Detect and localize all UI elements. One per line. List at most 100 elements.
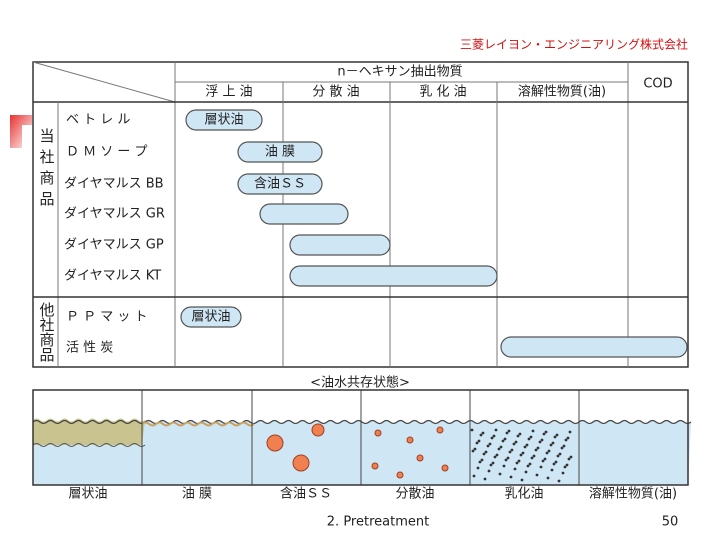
emulsion-dot <box>518 432 522 436</box>
emulsion-dot <box>561 471 565 475</box>
diagram <box>32 389 692 486</box>
row-label: Ｄ Ｍ ソ ー プ <box>66 145 148 160</box>
emulsion-dot <box>528 462 532 466</box>
emulsion-dot <box>567 457 571 461</box>
emulsion-dot <box>487 469 491 473</box>
panel-label: 乳化油 <box>504 487 543 502</box>
emulsion-dot <box>470 428 474 432</box>
emulsion-dot <box>477 439 481 443</box>
emulsion-dot <box>552 462 556 466</box>
emulsion-dot <box>553 435 557 439</box>
emulsion-dot <box>508 450 512 454</box>
panel-label: 含油ＳＳ <box>280 486 332 502</box>
emulsion-dot <box>514 440 518 444</box>
emulsion-dot <box>557 479 561 483</box>
oil-particle <box>266 434 284 452</box>
emulsion-dot <box>486 444 490 448</box>
emulsion-dot <box>520 478 524 482</box>
emulsion-dot <box>499 445 503 449</box>
emulsion-dot <box>497 447 501 451</box>
bar-label: 含油ＳＳ <box>254 176 306 192</box>
emulsion-dot <box>476 466 480 470</box>
diagram-title: <油水共存状態> <box>310 375 410 391</box>
emulsion-dot <box>493 455 497 459</box>
emulsion-dot <box>513 467 517 471</box>
emulsion-dot <box>544 430 548 434</box>
emulsion-dot <box>491 461 495 465</box>
panel-label: 層状油 <box>68 487 107 502</box>
emulsion-dot <box>510 448 514 452</box>
range-bar <box>289 234 391 256</box>
emulsion-dot <box>495 453 499 457</box>
diagram-border <box>32 389 689 486</box>
emulsion-dot <box>521 451 525 455</box>
emulsion-dot <box>494 428 498 432</box>
emulsion-dot <box>512 442 516 446</box>
panel-label: 分散油 <box>395 487 434 502</box>
emulsion-dot <box>498 472 502 476</box>
emulsion-dot <box>550 468 554 472</box>
header-column: 浮 上 油 <box>205 85 252 100</box>
emulsion-dot <box>525 443 529 447</box>
emulsion-dot <box>482 452 486 456</box>
row-label: Ｐ Ｐ マ ッ ト <box>66 310 148 325</box>
emulsion-dot <box>565 463 569 467</box>
decoration <box>10 115 32 148</box>
group-label: 当社商品 <box>38 128 56 212</box>
emulsion-dot <box>555 433 559 437</box>
emulsion-dot <box>545 451 549 455</box>
company-name: 三菱レイヨン・エンジニアリング株式会社 <box>460 37 688 52</box>
emulsion-dot <box>558 452 562 456</box>
emulsion-dot <box>481 431 485 435</box>
bar-label: 層状油 <box>204 113 243 128</box>
oil-layer <box>33 418 145 445</box>
oil-drop <box>371 462 379 470</box>
oil-drop <box>374 429 382 437</box>
emulsion-dot <box>492 434 496 438</box>
emulsion-dot <box>535 473 539 477</box>
range-bar <box>289 265 498 287</box>
footer-text: 2. Pretreatment <box>327 515 429 530</box>
emulsion-dot <box>556 454 560 458</box>
emulsion-dot <box>517 459 521 463</box>
emulsion-dot <box>509 475 513 479</box>
oil-drop <box>416 454 424 462</box>
emulsion-dot <box>549 443 553 447</box>
emulsion-dot <box>526 464 530 468</box>
emulsion-dot <box>568 430 572 434</box>
range-bar <box>180 306 242 328</box>
emulsion-dot <box>479 433 483 437</box>
emulsion-dot <box>562 444 566 448</box>
emulsion-dot <box>536 446 540 450</box>
emulsion-dot <box>472 474 476 478</box>
water <box>33 420 691 485</box>
emulsion-dot <box>531 429 535 433</box>
emulsion-dot <box>505 431 509 435</box>
range-bar <box>185 109 263 131</box>
emulsion-dot <box>539 465 543 469</box>
emulsion-dot <box>546 476 550 480</box>
emulsion-dot <box>524 470 528 474</box>
emulsion-dot <box>530 456 534 460</box>
emulsion-dot <box>501 439 505 443</box>
emulsion-dot <box>515 461 519 465</box>
emulsion-dot <box>489 463 493 467</box>
oil-drop <box>436 426 444 434</box>
range-bar <box>259 203 349 225</box>
header-column: 溶解性物質(油) <box>518 85 606 100</box>
table-border <box>32 61 689 368</box>
oil-drop <box>406 436 414 444</box>
emulsion-dot <box>543 457 547 461</box>
emulsion-dot <box>534 448 538 452</box>
emulsion-dot <box>503 437 507 441</box>
emulsion-dot <box>488 442 492 446</box>
bar-label: 油 膜 <box>265 145 295 160</box>
oil-particle <box>311 423 325 437</box>
emulsion-dot <box>504 458 508 462</box>
emulsion-dot <box>540 438 544 442</box>
emulsion-dot <box>554 460 558 464</box>
range-bar <box>237 141 323 163</box>
emulsion-dot <box>523 445 527 449</box>
emulsion-dot <box>547 449 551 453</box>
